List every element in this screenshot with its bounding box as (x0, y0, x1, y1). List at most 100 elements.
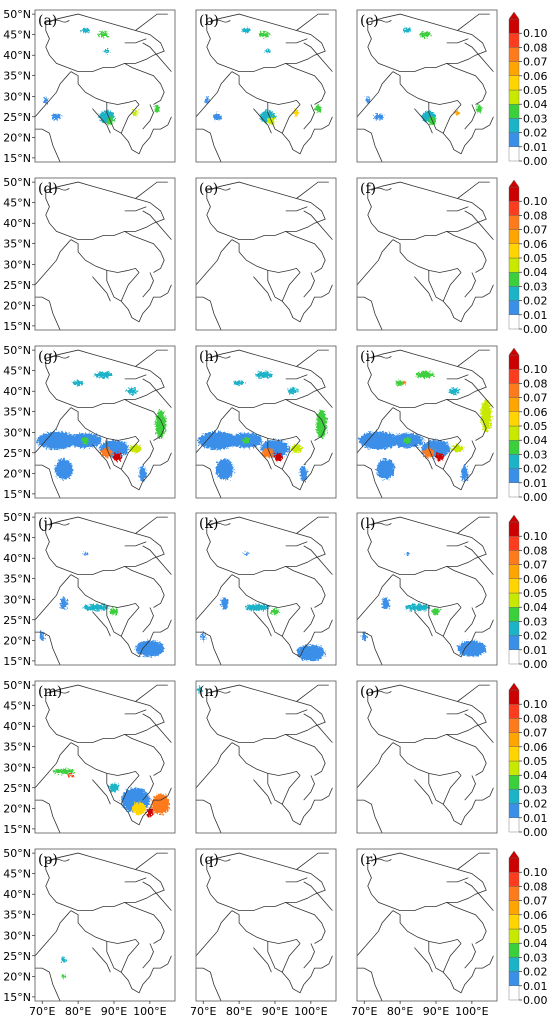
lat-tick-label: 35°N (3, 741, 31, 754)
data-field (52, 768, 170, 817)
lat-tick-label: 15°N (3, 991, 31, 1004)
boundary-line (281, 284, 333, 323)
lon-tick-label: 100°E (133, 1005, 166, 1018)
boundary-line (124, 63, 165, 105)
lat-tick-label: 20°N (3, 970, 31, 983)
boundary-line (303, 607, 315, 633)
boundary-line (414, 779, 433, 805)
boundary-line (367, 516, 487, 575)
colorbar-segment (508, 760, 520, 776)
boundary-line (464, 545, 494, 575)
colorbar-segment (508, 257, 520, 273)
boundary-line (196, 464, 222, 498)
colorbar-tick-label: 0.08 (523, 209, 548, 222)
boundary-line (457, 852, 490, 870)
boundary-line (124, 231, 165, 273)
boundary-line (296, 516, 329, 534)
boundary-line (45, 349, 165, 408)
colorbar-segment (508, 985, 520, 1001)
boundary-line (303, 378, 333, 408)
map-frame (195, 345, 337, 499)
data-cell (132, 109, 139, 116)
data-cell (362, 631, 367, 642)
boundary-line (196, 631, 222, 665)
map-background (196, 346, 336, 498)
col-1-lon-ticks: 70°E 80°E 90°E 100°E (29, 1001, 167, 1018)
colorbar-segment (508, 775, 520, 790)
boundary-line (285, 734, 326, 776)
colorbar-segment (508, 872, 520, 887)
boundary-line (253, 108, 272, 134)
data-cell (316, 409, 327, 439)
colorbar-segment (508, 914, 520, 930)
boundary-line (367, 349, 487, 408)
colorbar-tick-label: 0.06 (523, 909, 548, 922)
lat-tick-label: 30°N (3, 929, 31, 942)
map-frame (356, 848, 498, 1002)
boundary-line (206, 852, 326, 911)
colorbar-segment (508, 286, 520, 301)
colorbar-extend-arrow (508, 682, 520, 691)
boundary-line (70, 239, 140, 273)
boundary-line (367, 13, 487, 72)
lat-tick-label: 30°N (3, 258, 31, 271)
boundary-line (124, 902, 165, 944)
lat-tick-label: 25°N (3, 614, 31, 627)
boundary-line (464, 713, 494, 743)
boundary-line (142, 943, 154, 969)
boundary-line (446, 63, 487, 105)
data-cell (51, 113, 62, 121)
colorbar-tick-label: 0.02 (523, 798, 548, 811)
data-cell (416, 371, 435, 379)
boundary-line (464, 607, 476, 633)
boundary-line (196, 799, 222, 833)
boundary-line (285, 63, 326, 105)
boundary-line (446, 399, 487, 441)
row-3-lat-ticks: 50°N 45°N 40°N 35°N 30°N 25°N 20°N 15°N (3, 344, 35, 501)
data-cell (135, 640, 165, 657)
colorbar-4: 0.000.010.02 0.030.040.050.060.07 0.080.10 (508, 514, 548, 671)
data-cell (40, 631, 45, 642)
boundary-line (357, 910, 394, 957)
colorbar-segment (508, 397, 520, 413)
colorbar-segment (508, 521, 520, 537)
river-line (49, 858, 70, 862)
boundary-line (446, 877, 469, 883)
map-background (35, 513, 175, 665)
row-5-lat-ticks: 50°N 45°N 40°N 35°N 30°N 25°N 20°N 15°N (3, 679, 35, 836)
data-cell (244, 604, 270, 611)
colorbar-tick-label: 0.08 (523, 712, 548, 725)
colorbar-tick-label: 0.05 (523, 755, 548, 768)
panel-label: (n) (199, 684, 219, 700)
colorbar-tick-label: 0.01 (523, 477, 548, 490)
colorbar-extend-arrow (508, 11, 520, 20)
boundary-line (392, 71, 462, 105)
data-cell (139, 465, 147, 482)
colorbar-segment (508, 746, 520, 762)
map-content (357, 516, 494, 665)
boundary-line (303, 545, 333, 575)
data-cell (108, 783, 120, 792)
map-panel-m: (m) (34, 680, 176, 834)
lat-tick-label: 35°N (3, 238, 31, 251)
data-cell (81, 437, 89, 444)
boundary-line (92, 779, 111, 805)
lat-tick-label: 25°N (3, 447, 31, 460)
boundary-line (464, 943, 476, 969)
boundary-line (142, 378, 172, 408)
data-field (197, 685, 202, 693)
boundary-line (120, 955, 172, 994)
data-cell (212, 113, 223, 121)
panel-label: (c) (360, 13, 379, 29)
boundary-line (142, 545, 172, 575)
boundary-line (414, 947, 433, 973)
lat-tick-label: 20°N (3, 634, 31, 647)
data-cell (274, 452, 283, 461)
map-frame (356, 512, 498, 666)
boundary-line (206, 349, 326, 408)
boundary-line (446, 374, 469, 380)
colorbar-tick-label: 0.00 (523, 994, 548, 1007)
boundary-line (442, 619, 494, 658)
colorbar-segment (508, 118, 520, 133)
colorbar-segment (508, 354, 520, 370)
